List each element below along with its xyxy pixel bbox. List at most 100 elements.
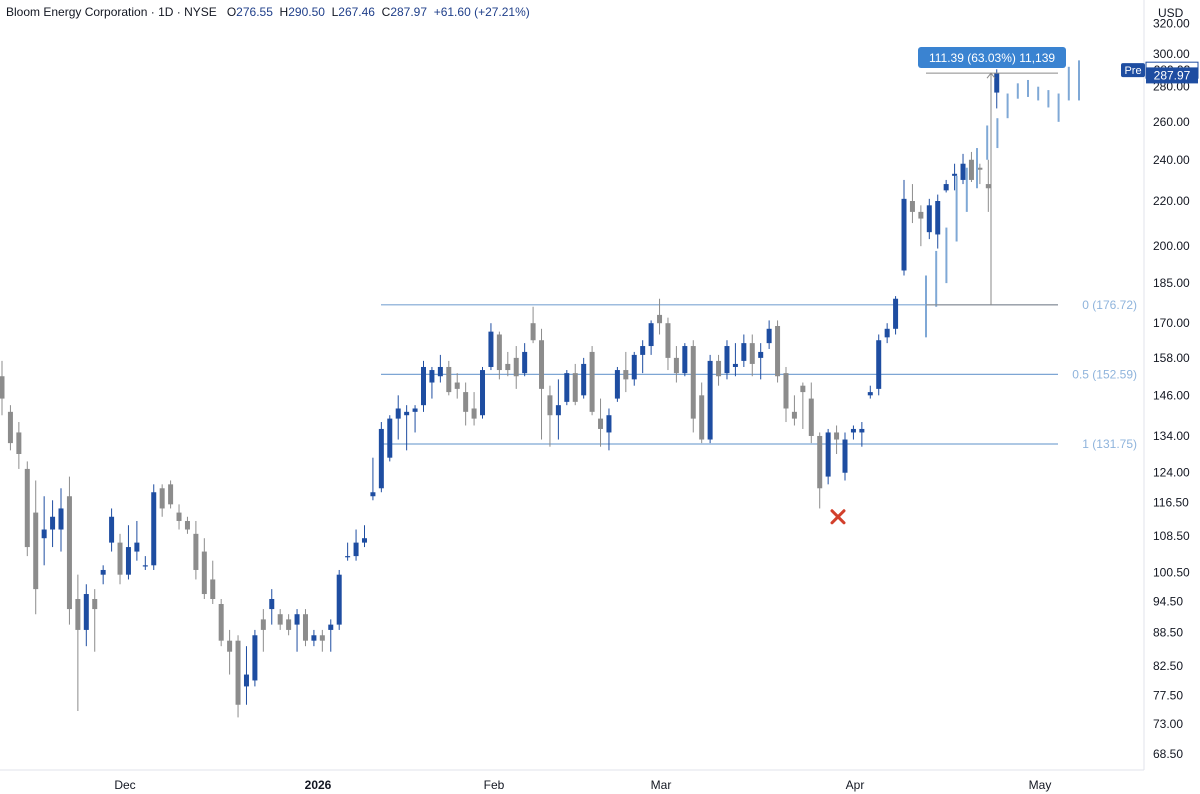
candle-body <box>41 529 47 539</box>
candle-body <box>690 346 696 419</box>
candle-body <box>926 205 932 233</box>
candle-body <box>505 363 511 371</box>
symbol-name[interactable]: Bloom Energy Corporation <box>6 5 148 19</box>
measure-label: 111.39 (63.03%) 11,139 <box>929 51 1055 65</box>
candle-body <box>66 496 72 610</box>
candle-body <box>716 360 722 377</box>
candle-body <box>825 432 831 477</box>
price-tick-label: 134.00 <box>1153 429 1190 443</box>
candle-body <box>808 398 814 436</box>
candle-body <box>783 373 789 409</box>
price-tick-label: 320.00 <box>1153 16 1190 30</box>
price-tick-label: 220.00 <box>1153 194 1190 208</box>
candle-body <box>893 298 899 329</box>
time-tick-label: Apr <box>846 778 865 792</box>
candle-body <box>142 565 148 567</box>
candle-body <box>302 614 308 641</box>
candle-body <box>235 640 241 705</box>
candle-body <box>555 405 561 416</box>
candle-body <box>817 435 823 489</box>
candle-body <box>909 200 915 212</box>
fib-level-label: 0 (176.72) <box>1082 298 1137 312</box>
candle-body <box>606 415 612 433</box>
candle-body <box>985 184 991 189</box>
candle-body <box>749 343 755 364</box>
candle-body <box>564 373 570 402</box>
candle-body <box>370 492 376 497</box>
candle-body <box>125 547 131 575</box>
time-tick-label: Dec <box>114 778 135 792</box>
candle-body <box>977 167 983 170</box>
candle-body <box>184 520 190 530</box>
candle-body <box>943 184 949 191</box>
high-value: 290.50 <box>288 5 325 19</box>
candle-body <box>513 357 519 377</box>
candle-body <box>446 366 452 393</box>
candle-body <box>7 411 13 444</box>
candle-body <box>994 73 1000 93</box>
candle-body <box>454 382 460 389</box>
candle-body <box>260 619 266 630</box>
candle-body <box>471 408 477 419</box>
candle-body <box>218 604 224 641</box>
candle-body <box>640 346 646 355</box>
candle-body <box>707 360 713 440</box>
candle-body <box>58 508 64 530</box>
price-tick-label: 94.50 <box>1153 594 1183 608</box>
candle-body <box>488 331 494 367</box>
close-label: C <box>381 5 391 19</box>
candle-body <box>159 488 165 509</box>
candle-body <box>345 556 351 558</box>
price-tick-label: 88.50 <box>1153 626 1183 640</box>
measure-arrow-head <box>986 72 996 79</box>
candle-body <box>176 512 182 521</box>
candle-body <box>960 163 966 180</box>
candle-body <box>437 366 443 377</box>
candle-body <box>269 598 275 610</box>
candle-body <box>404 411 410 416</box>
candle-body <box>227 640 233 652</box>
price-tick-label: 146.00 <box>1153 388 1190 402</box>
candle-body <box>294 614 300 625</box>
candle-body <box>387 418 393 458</box>
fib-retracement: 0 (176.72) 0.5 (152.59) 1 (131.75) <box>381 298 1137 451</box>
candle-body <box>791 411 797 419</box>
candle-body <box>286 619 292 630</box>
measure-tool: 111.39 (63.03%) 11,139 <box>918 47 1066 306</box>
candle-body <box>193 533 199 570</box>
time-tick-label: Mar <box>651 778 672 792</box>
price-tags: Pre289.93287.97 <box>1121 61 1199 84</box>
candle-body <box>395 408 401 419</box>
candle-body <box>834 432 840 440</box>
candle-body <box>842 439 848 473</box>
currency-label[interactable]: USD <box>1158 6 1184 20</box>
close-value: 287.97 <box>390 5 428 19</box>
candle-body <box>682 346 688 374</box>
time-tick-label: May <box>1029 778 1052 792</box>
price-tick-label: 108.50 <box>1153 529 1190 543</box>
open-value: 276.55 <box>236 5 273 19</box>
price-tick-label: 300.00 <box>1153 47 1190 61</box>
candle-body <box>665 323 671 358</box>
candle-body <box>210 579 216 599</box>
candle-body <box>151 492 157 566</box>
candle-body <box>631 354 637 380</box>
price-tick-label: 77.50 <box>1153 688 1183 702</box>
price-tick-label: 240.00 <box>1153 153 1190 167</box>
candle-body <box>876 340 882 389</box>
candle-body <box>328 624 334 630</box>
candle-body <box>463 392 469 412</box>
candle-body <box>741 343 747 361</box>
candle-body <box>918 211 924 219</box>
low-label: L <box>331 5 339 19</box>
price-tick-label: 200.00 <box>1153 239 1190 253</box>
candle-body <box>24 468 30 548</box>
measure-label-box <box>918 47 1066 68</box>
candle-body <box>252 635 258 681</box>
price-tick-label: 116.50 <box>1153 495 1189 509</box>
interval-label[interactable]: 1D <box>158 5 174 19</box>
candle-body <box>83 594 89 630</box>
candle-body <box>243 674 249 687</box>
